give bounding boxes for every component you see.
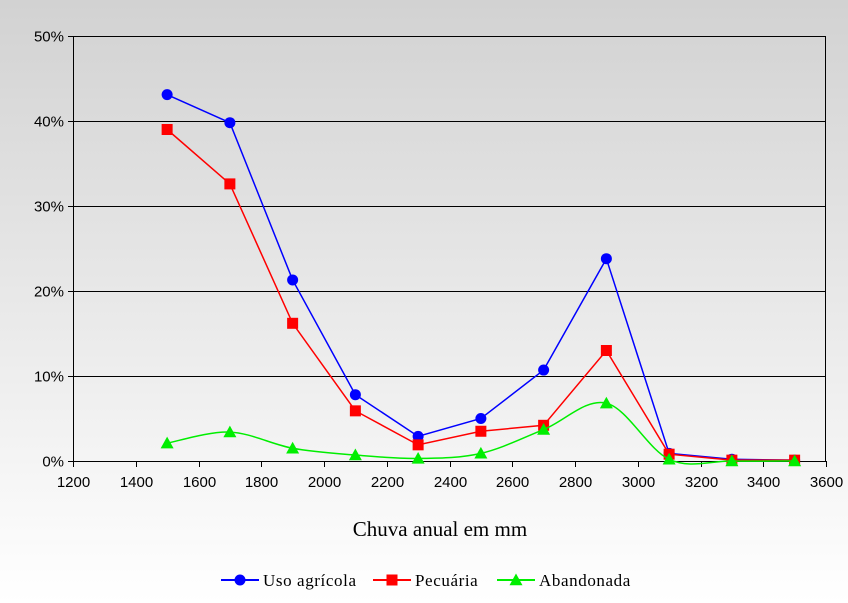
x-tick-label: 3600 <box>810 474 843 491</box>
data-point <box>161 89 173 101</box>
y-tick-label: 40% <box>34 114 64 131</box>
data-point <box>160 436 174 449</box>
x-tick-label: 2600 <box>496 474 529 491</box>
data-point <box>474 446 488 459</box>
legend: Uso agrícola Pecuária Abandonada <box>221 571 631 590</box>
legend-label: Uso agrícola <box>263 571 357 590</box>
data-point <box>475 413 487 424</box>
data-point <box>223 425 237 438</box>
x-tick-label: 1600 <box>183 474 216 491</box>
data-point <box>662 452 676 465</box>
data-point <box>412 439 424 451</box>
data-point <box>788 454 802 467</box>
data-point <box>411 451 425 464</box>
data-point <box>599 396 613 409</box>
data-point <box>538 364 550 376</box>
data-point <box>224 117 236 129</box>
data-point <box>224 178 236 190</box>
x-tick-label: 3200 <box>685 474 718 491</box>
data-point <box>412 430 424 442</box>
data-point <box>349 389 361 401</box>
legend-item: Pecuária <box>373 571 478 590</box>
data-point <box>537 423 551 435</box>
data-point <box>286 441 300 454</box>
y-tick-label: 50% <box>34 29 64 46</box>
y-tick-label: 30% <box>34 199 64 216</box>
data-point <box>600 253 612 265</box>
x-tick-label: 3000 <box>622 474 655 491</box>
y-tick-label: 0% <box>42 454 64 471</box>
x-axis-title: Chuva anual em mm <box>353 517 527 541</box>
data-point <box>348 448 362 461</box>
legend-item: Abandonada <box>497 571 631 590</box>
x-tick-label: 2800 <box>559 474 592 491</box>
series-3 <box>160 396 802 467</box>
x-tick-label: 3400 <box>747 474 780 491</box>
data-point <box>287 317 299 329</box>
y-tick-label: 20% <box>34 284 64 301</box>
series-line <box>166 401 795 465</box>
y-tick-label: 10% <box>34 369 64 386</box>
x-tick-label: 2400 <box>434 474 467 491</box>
legend-marker <box>509 573 523 586</box>
legend-item: Uso agrícola <box>221 571 357 590</box>
data-point <box>725 454 739 467</box>
legend-label: Pecuária <box>415 571 478 590</box>
x-tick-label: 1800 <box>245 474 278 491</box>
legend-marker <box>386 574 398 586</box>
x-tick-label: 2000 <box>308 474 341 491</box>
legend-marker <box>234 574 246 586</box>
data-point <box>349 405 361 417</box>
x-tick-label: 2200 <box>371 474 404 491</box>
data-point <box>287 274 299 286</box>
data-point <box>475 425 487 437</box>
data-point <box>161 124 173 135</box>
data-point <box>600 345 612 356</box>
x-tick-label: 1400 <box>120 474 153 491</box>
x-tick-label: 1200 <box>57 474 90 491</box>
legend-label: Abandonada <box>539 571 631 590</box>
